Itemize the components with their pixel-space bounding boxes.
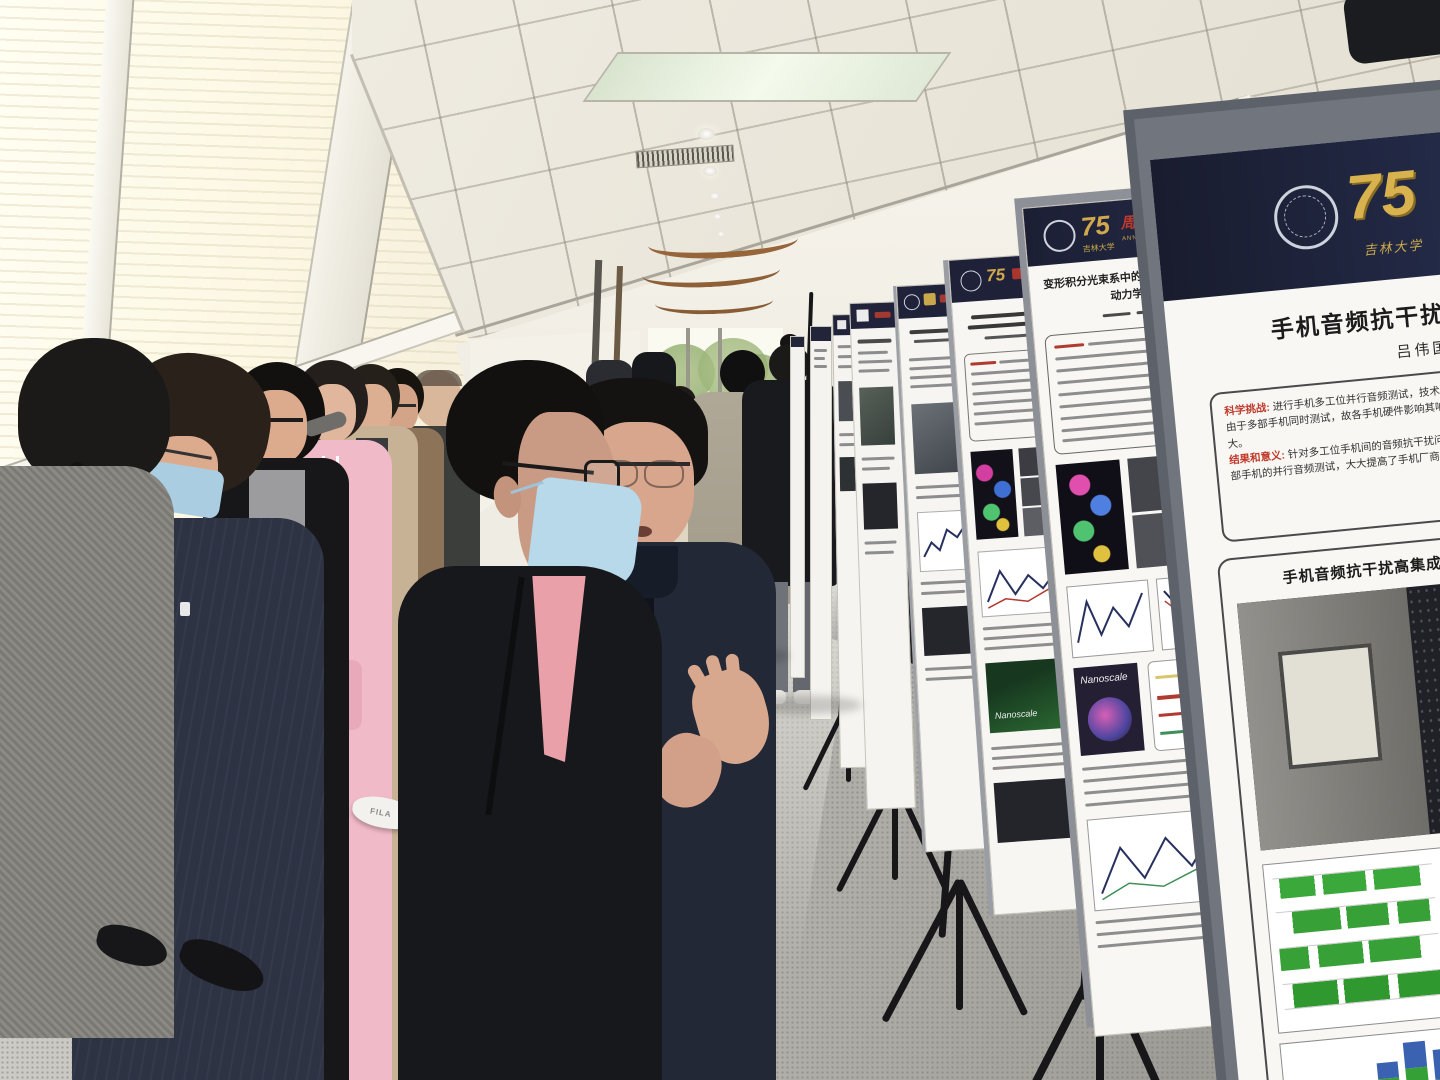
journal-cover-label: Nanoscale bbox=[994, 707, 1038, 721]
fluorescent-light bbox=[582, 52, 952, 102]
section-title: 手机音频抗干扰高集成并行测试技术 bbox=[1281, 545, 1440, 588]
research-poster-far bbox=[810, 326, 832, 720]
chamber-window bbox=[1277, 643, 1383, 770]
hair bbox=[18, 338, 170, 488]
poster-header bbox=[811, 327, 831, 341]
poster-figure-molecule bbox=[1055, 459, 1129, 575]
glasses bbox=[594, 462, 690, 466]
poster-chart bbox=[916, 509, 974, 573]
glasses bbox=[382, 404, 416, 407]
micrograph bbox=[1132, 512, 1168, 569]
university-seal-icon bbox=[959, 269, 983, 293]
sneaker-brand: FILA bbox=[369, 806, 393, 820]
recessed-light bbox=[703, 166, 717, 176]
logo-75: 75 bbox=[1343, 157, 1419, 234]
poster-figure bbox=[859, 386, 896, 446]
logo-university: 吉林大学 bbox=[1362, 237, 1425, 258]
logo-75: 75 bbox=[1079, 209, 1111, 242]
micrograph bbox=[1020, 477, 1043, 507]
badge-pin bbox=[180, 602, 190, 616]
research-poster-4 bbox=[896, 282, 996, 853]
waveform-trace bbox=[1275, 897, 1438, 936]
poster-figure bbox=[921, 605, 977, 657]
mouth-open bbox=[632, 526, 652, 537]
university-seal-icon bbox=[903, 293, 921, 311]
black-blazer bbox=[398, 566, 662, 1080]
poster-figure bbox=[862, 482, 899, 530]
stacked-bar-chart bbox=[1279, 1026, 1440, 1080]
research-poster-far bbox=[790, 336, 805, 678]
qr-code bbox=[837, 320, 847, 330]
poster-figure-molecule bbox=[970, 448, 1019, 540]
header-gold-mark bbox=[923, 292, 937, 306]
wall-speaker bbox=[1342, 0, 1440, 66]
equipment-photo bbox=[1236, 560, 1440, 851]
micrograph bbox=[1018, 447, 1041, 477]
journal-cover-label: Nanoscale bbox=[1079, 671, 1129, 687]
glasses-lens bbox=[644, 460, 684, 488]
poster-tripod-leg bbox=[956, 880, 963, 1010]
hair-fringe bbox=[414, 370, 462, 386]
waveform-trace bbox=[1279, 932, 1440, 972]
university-seal-icon bbox=[1042, 218, 1077, 254]
logo-75: 75 bbox=[985, 265, 1006, 286]
poster-header bbox=[850, 302, 899, 329]
micrograph bbox=[1127, 456, 1163, 513]
poster-chart bbox=[1066, 579, 1155, 659]
poster-abstract-box: 科学挑战: 进行手机多工位并行音频测试，技术难点在于多部手机间的扬声器、听筒互干… bbox=[1208, 348, 1440, 543]
foreground-man-masked bbox=[398, 360, 662, 1080]
challenge-label: 科学挑战: bbox=[1223, 401, 1271, 418]
waveform-trace bbox=[1272, 863, 1434, 900]
waveform-panel bbox=[1262, 847, 1440, 1034]
bar-stack bbox=[1432, 1047, 1440, 1080]
glasses bbox=[249, 418, 303, 422]
floor-shadow bbox=[752, 696, 862, 714]
poster-section-box: 手机音频抗干扰高集成并行测试技术 bbox=[1216, 513, 1440, 1080]
university-seal-icon bbox=[1271, 182, 1342, 253]
qr-code bbox=[856, 309, 869, 322]
poster-header bbox=[791, 337, 804, 347]
recessed-light bbox=[717, 231, 725, 237]
header-red-mark bbox=[874, 311, 891, 319]
recessed-light bbox=[713, 213, 722, 220]
result-label: 结果和意义: bbox=[1228, 449, 1286, 467]
journal-cover: Nanoscale bbox=[1073, 662, 1145, 756]
recessed-light bbox=[698, 128, 715, 140]
poster-tripod-leg bbox=[892, 780, 898, 880]
cover-art bbox=[1086, 695, 1134, 744]
micrograph bbox=[1022, 507, 1045, 537]
logo-university: 吉林大学 bbox=[1082, 242, 1116, 254]
waveform-trace bbox=[1282, 968, 1440, 1010]
seal-inner-ring bbox=[1282, 193, 1329, 240]
recessed-light bbox=[709, 192, 720, 200]
